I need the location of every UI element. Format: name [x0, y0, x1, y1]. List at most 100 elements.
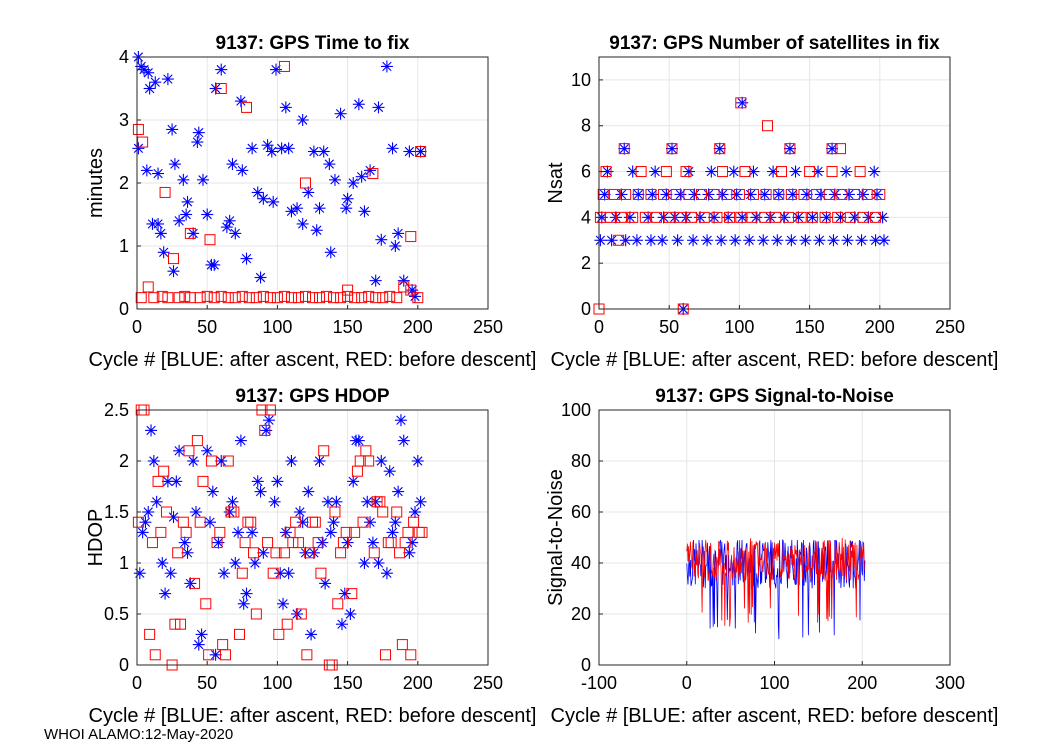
asterisk-stroke: [709, 212, 719, 223]
marker-square-1: [724, 211, 736, 223]
marker-asterisk-0: [729, 234, 742, 247]
asterisk-stroke: [717, 189, 728, 200]
marker-asterisk-0: [392, 485, 405, 498]
asterisk-stroke: [178, 175, 189, 185]
asterisk-stroke: [194, 127, 204, 138]
asterisk-stroke: [219, 568, 229, 578]
asterisk-stroke: [351, 435, 361, 446]
marker-asterisk-0: [267, 195, 280, 208]
marker-asterisk-0: [167, 511, 180, 524]
marker-asterisk-0: [688, 188, 701, 201]
marker-asterisk-0: [713, 142, 726, 155]
asterisk-stroke: [723, 212, 733, 223]
asterisk-stroke: [194, 639, 204, 650]
marker-asterisk-0: [166, 123, 179, 136]
x-tick-label: 50: [659, 317, 679, 337]
asterisk-stroke: [387, 527, 398, 538]
asterisk-stroke: [856, 235, 867, 245]
asterisk-stroke: [670, 212, 680, 223]
asterisk-stroke: [292, 609, 302, 619]
asterisk-stroke: [233, 527, 243, 538]
asterisk-stroke: [292, 203, 302, 213]
asterisk-stroke: [247, 143, 257, 154]
asterisk-stroke: [340, 588, 350, 599]
marker-square-1: [328, 292, 340, 304]
asterisk-stroke: [261, 425, 271, 436]
marker-asterisk-0: [310, 224, 323, 237]
marker-asterisk-0: [358, 205, 371, 218]
asterisk-stroke: [681, 212, 691, 223]
marker-square-1: [243, 292, 255, 304]
marker-square-1: [711, 211, 723, 223]
asterisk-stroke: [163, 74, 173, 84]
asterisk-stroke: [650, 166, 660, 177]
marker-asterisk-0: [632, 188, 645, 201]
marker-square-1: [250, 292, 262, 304]
marker-square-1: [683, 188, 695, 200]
marker-square-1: [142, 281, 154, 293]
marker-asterisk-0: [201, 444, 214, 457]
y-tick-label: 80: [571, 451, 591, 471]
x-tick-label: 100: [724, 317, 754, 337]
marker-square-1: [292, 537, 304, 549]
marker-square-1: [811, 188, 823, 200]
marker-square-1: [337, 537, 349, 549]
asterisk-stroke: [393, 228, 403, 239]
asterisk-stroke: [170, 159, 180, 169]
asterisk-stroke: [828, 235, 839, 245]
marker-square-1: [290, 516, 302, 528]
marker-asterisk-0: [771, 234, 784, 247]
marker-asterisk-0: [785, 234, 798, 247]
marker-asterisk-0: [406, 536, 419, 549]
asterisk-stroke: [324, 159, 335, 169]
y-tick-label: 60: [571, 502, 591, 522]
asterisk-stroke: [247, 527, 257, 538]
asterisk-stroke: [407, 285, 417, 295]
asterisk-stroke: [599, 189, 610, 200]
asterisk-stroke: [785, 143, 795, 154]
marker-square-1: [180, 526, 192, 538]
marker-square-1: [257, 290, 269, 302]
asterisk-stroke: [814, 235, 825, 245]
marker-asterisk-0: [236, 164, 249, 177]
marker-asterisk-0: [145, 424, 158, 437]
marker-asterisk-0: [232, 526, 245, 539]
asterisk-stroke: [702, 235, 712, 245]
asterisk-stroke: [303, 486, 313, 497]
marker-square-1: [844, 211, 856, 223]
asterisk-stroke: [404, 548, 415, 558]
y-tick-label: 4: [119, 47, 129, 67]
marker-square-1: [660, 166, 672, 178]
marker-asterisk-0: [293, 506, 306, 518]
marker-square-1: [819, 211, 831, 223]
marker-square-1: [155, 526, 167, 538]
marker-asterisk-0: [156, 557, 169, 569]
asterisk-stroke: [748, 166, 759, 177]
marker-square-1: [318, 445, 330, 457]
marker-square-1: [632, 188, 644, 200]
asterisk-stroke: [281, 102, 291, 113]
marker-asterisk-0: [323, 158, 336, 171]
marker-asterisk-0: [598, 188, 611, 201]
marker-asterisk-0: [397, 434, 410, 447]
marker-asterisk-0: [195, 628, 208, 641]
asterisk-stroke: [643, 212, 653, 223]
marker-asterisk-0: [870, 188, 883, 201]
asterisk-stroke: [348, 178, 358, 188]
asterisk-stroke: [331, 497, 342, 507]
asterisk-stroke: [359, 206, 370, 217]
marker-square-1: [342, 284, 354, 296]
marker-asterisk-0: [619, 234, 632, 247]
asterisk-stroke: [611, 212, 621, 223]
marker-asterisk-0: [730, 188, 743, 201]
asterisk-stroke: [156, 228, 166, 239]
marker-square-1: [241, 101, 253, 113]
marker-square-1: [205, 455, 217, 467]
asterisk-stroke: [345, 609, 356, 619]
marker-square-1: [806, 211, 818, 223]
marker-square-1: [346, 588, 358, 600]
asterisk-stroke: [737, 98, 747, 108]
marker-square-1: [158, 465, 170, 477]
marker-asterisk-0: [680, 211, 693, 224]
